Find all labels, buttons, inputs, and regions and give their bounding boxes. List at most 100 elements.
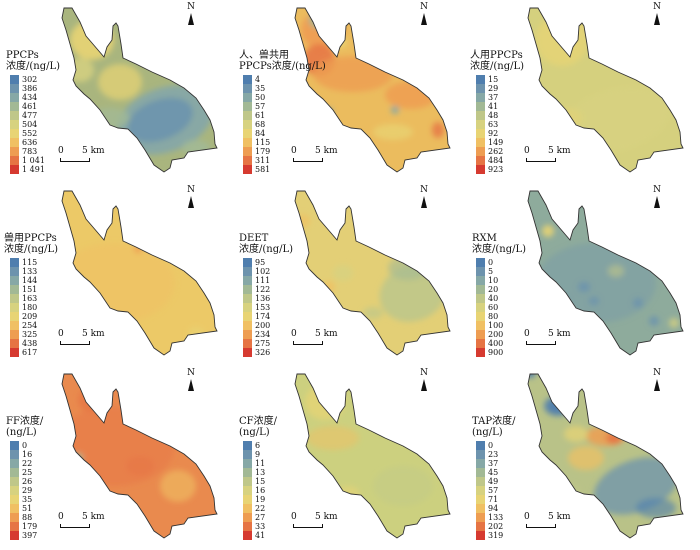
legend-item: 92 xyxy=(476,129,503,138)
legend-item: 80 xyxy=(476,312,503,321)
legend-swatch xyxy=(10,111,19,120)
legend-swatch xyxy=(476,486,485,495)
scale-bar: 0 5 km xyxy=(524,329,584,347)
north-arrow-icon: N xyxy=(184,2,198,25)
legend-swatch xyxy=(243,459,252,468)
legend-label: 4 xyxy=(255,75,261,84)
region-outline xyxy=(527,190,684,356)
legend-label: 0 xyxy=(22,441,28,450)
scale-bar: 0 5 km xyxy=(58,146,118,164)
legend-label: 22 xyxy=(255,504,266,513)
legend-title-line: 人、兽共用 xyxy=(239,50,289,61)
legend-title: FF浓度/(ng/L) xyxy=(6,416,43,438)
legend-item: 29 xyxy=(476,84,503,93)
legend-label: 84 xyxy=(255,129,266,138)
legend: 115 133 144 151 163 180 209 254 325 438 617 xyxy=(10,258,37,357)
scale-bar: 0 5 km xyxy=(291,146,351,164)
legend-label: 9 xyxy=(255,450,261,459)
legend-item: 26 xyxy=(10,477,37,486)
legend-label: 302 xyxy=(22,75,38,84)
legend-label: 319 xyxy=(488,531,504,540)
concentration-patch xyxy=(536,243,656,323)
scale-bar: 0 5 km xyxy=(58,329,118,347)
legend-title-line: TAP浓度/ xyxy=(472,416,516,427)
legend-swatch xyxy=(10,165,19,174)
legend-label: 325 xyxy=(22,330,38,339)
legend-item: 434 xyxy=(10,93,45,102)
legend-label: 115 xyxy=(22,258,38,267)
arrow-icon xyxy=(188,196,194,208)
legend-item: 151 xyxy=(10,285,37,294)
legend-item: 0 xyxy=(10,441,37,450)
legend-label: 133 xyxy=(22,267,38,276)
legend-label: 552 xyxy=(22,129,38,138)
north-arrow-icon: N xyxy=(417,185,431,208)
legend-swatch xyxy=(243,120,252,129)
legend-item: 174 xyxy=(243,312,270,321)
legend-item: 552 xyxy=(10,129,45,138)
legend-item: 275 xyxy=(243,339,270,348)
legend-swatch xyxy=(476,504,485,513)
north-arrow-icon: N xyxy=(650,185,664,208)
scale-zero: 0 xyxy=(524,329,530,339)
legend-item: 4 xyxy=(243,75,270,84)
legend-swatch xyxy=(476,111,485,120)
region-outline xyxy=(294,190,451,356)
scale-zero: 0 xyxy=(524,512,530,522)
concentration-patch xyxy=(544,396,572,416)
legend-item: 179 xyxy=(243,147,270,156)
legend-swatch xyxy=(243,495,252,504)
concentration-patch xyxy=(98,64,142,100)
legend-label: 80 xyxy=(488,312,499,321)
legend-item: 15 xyxy=(476,75,503,84)
north-label: N xyxy=(187,185,195,195)
legend-item: 477 xyxy=(10,111,45,120)
legend-swatch xyxy=(10,459,19,468)
concentration-patch xyxy=(636,498,676,518)
legend-item: 111 xyxy=(243,276,270,285)
map-rxm xyxy=(527,190,684,356)
concentration-patch xyxy=(301,10,345,50)
legend-swatch xyxy=(10,84,19,93)
legend-swatch xyxy=(476,276,485,285)
legend-swatch xyxy=(10,321,19,330)
map-vet xyxy=(61,190,218,356)
legend-label: 68 xyxy=(255,120,266,129)
legend-item: 209 xyxy=(10,312,37,321)
legend-item: 41 xyxy=(476,102,503,111)
legend-item: 115 xyxy=(10,258,37,267)
legend-item: 10 xyxy=(476,276,503,285)
legend-item: 136 xyxy=(243,294,270,303)
legend-item: 438 xyxy=(10,339,37,348)
legend-swatch xyxy=(243,147,252,156)
arrow-icon xyxy=(188,379,194,391)
map-cf xyxy=(294,373,451,539)
region-outline xyxy=(294,7,451,173)
north-label: N xyxy=(420,185,428,195)
legend-swatch xyxy=(10,504,19,513)
legend-swatch xyxy=(10,522,19,531)
legend-swatch xyxy=(243,129,252,138)
legend-label: 397 xyxy=(22,531,38,540)
legend-item: 29 xyxy=(10,486,37,495)
legend-label: 41 xyxy=(488,102,499,111)
north-label: N xyxy=(653,2,661,12)
legend-swatch xyxy=(10,468,19,477)
legend-title: 人、兽共用 PPCPs浓度/(ng/L) xyxy=(239,50,326,72)
legend-swatch xyxy=(476,120,485,129)
scale-line xyxy=(60,341,90,345)
legend-item: 163 xyxy=(10,294,37,303)
legend-label: 1 041 xyxy=(22,156,45,165)
north-arrow-icon: N xyxy=(184,368,198,391)
legend-item: 581 xyxy=(243,165,270,174)
legend-item: 311 xyxy=(243,156,270,165)
legend-label: 133 xyxy=(488,513,504,522)
concentration-patch xyxy=(305,384,345,420)
legend-swatch xyxy=(10,102,19,111)
legend-item: 1 041 xyxy=(10,156,45,165)
legend-label: 0 xyxy=(488,441,494,450)
legend-item: 200 xyxy=(243,321,270,330)
arrow-icon xyxy=(188,13,194,25)
concentration-patch xyxy=(385,81,437,109)
legend-swatch xyxy=(243,321,252,330)
